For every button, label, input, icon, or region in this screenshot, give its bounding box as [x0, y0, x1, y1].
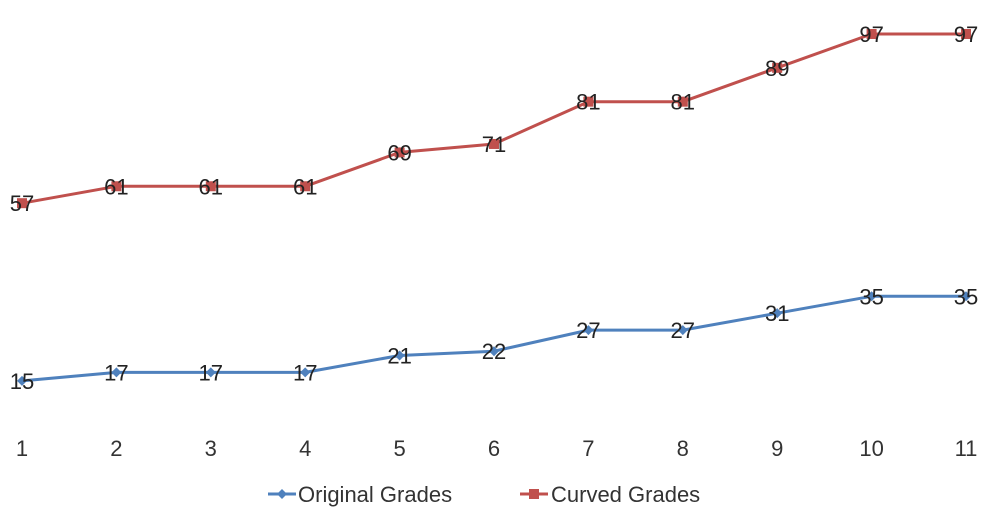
legend-item-curved-grades[interactable]: Curved Grades: [520, 482, 700, 507]
data-label-original-grades-1: 15: [10, 369, 34, 394]
data-point-curved-grades-4[interactable]: [300, 181, 311, 192]
series-layer: [17, 28, 971, 386]
x-tick-label-9: 9: [771, 436, 783, 461]
data-point-original-grades-11[interactable]: [961, 291, 971, 302]
data-label-curved-grades-6: 71: [482, 132, 506, 157]
data-label-curved-grades-1: 57: [10, 191, 34, 216]
data-point-original-grades-2[interactable]: [111, 367, 122, 378]
data-label-original-grades-7: 27: [576, 318, 600, 343]
data-point-original-grades-3[interactable]: [205, 367, 216, 378]
data-label-curved-grades-9: 89: [765, 56, 789, 81]
series-curved-grades: [17, 28, 971, 209]
data-label-curved-grades-10: 97: [859, 22, 883, 47]
data-point-curved-grades-8[interactable]: [677, 96, 688, 107]
x-tick-label-10: 10: [859, 436, 883, 461]
data-label-original-grades-9: 31: [765, 301, 789, 326]
x-tick-label-5: 5: [393, 436, 405, 461]
data-point-curved-grades-9[interactable]: [772, 62, 783, 73]
x-tick-label-1: 1: [16, 436, 28, 461]
data-point-curved-grades-11[interactable]: [961, 28, 971, 39]
data-label-original-grades-3: 17: [199, 360, 223, 385]
data-label-original-grades-4: 17: [293, 360, 317, 385]
legend-label-curved-grades: Curved Grades: [551, 482, 700, 507]
data-point-original-grades-9[interactable]: [772, 308, 783, 319]
data-label-curved-grades-3: 61: [199, 174, 223, 199]
x-tick-label-4: 4: [299, 436, 311, 461]
data-label-original-grades-11: 35: [954, 284, 978, 309]
data-point-original-grades-5[interactable]: [394, 350, 405, 361]
data-point-curved-grades-10[interactable]: [866, 28, 877, 39]
x-tick-label-11: 11: [955, 436, 978, 461]
data-point-curved-grades-5[interactable]: [394, 147, 405, 158]
data-label-curved-grades-2: 61: [104, 174, 128, 199]
series-original-grades: [17, 291, 971, 386]
x-tick-label-3: 3: [205, 436, 217, 461]
data-point-original-grades-4[interactable]: [300, 367, 311, 378]
legend-marker-diamond-icon: [277, 489, 287, 499]
data-point-original-grades-6[interactable]: [489, 346, 499, 357]
x-tick-label-2: 2: [110, 436, 122, 461]
data-label-curved-grades-4: 61: [293, 174, 317, 199]
x-tick-label-8: 8: [677, 436, 689, 461]
series-line-curved-grades: [21, 32, 966, 205]
data-label-curved-grades-11: 97: [954, 22, 978, 47]
data-label-curved-grades-7: 81: [576, 90, 600, 115]
x-tick-label-7: 7: [582, 436, 594, 461]
data-point-original-grades-8[interactable]: [677, 325, 688, 336]
data-label-original-grades-6: 22: [482, 339, 506, 364]
data-label-original-grades-8: 27: [671, 318, 695, 343]
data-point-curved-grades-2[interactable]: [111, 181, 122, 192]
legend-item-original-grades[interactable]: Original Grades: [268, 482, 452, 507]
data-label-curved-grades-8: 81: [671, 90, 695, 115]
data-label-original-grades-10: 35: [859, 284, 883, 309]
data-labels-layer: 15 17 17 17 21 22 27 27 31 35 35 57 61 61 61 69 71 81 81 89…: [10, 22, 978, 394]
legend: Original Grades Curved Grades: [268, 482, 700, 507]
data-point-original-grades-1[interactable]: [17, 375, 27, 386]
data-point-curved-grades-3[interactable]: [205, 181, 216, 192]
data-label-original-grades-5: 21: [387, 343, 411, 368]
data-point-curved-grades-1[interactable]: [17, 198, 27, 209]
data-label-curved-grades-5: 69: [387, 140, 411, 165]
legend-label-original-grades: Original Grades: [298, 482, 452, 507]
x-axis-tick-labels: 1 2 3 4 5 6 7 8 9 10 11: [16, 436, 978, 461]
data-point-original-grades-10[interactable]: [866, 291, 877, 302]
legend-marker-square-icon: [529, 489, 539, 499]
data-point-curved-grades-6[interactable]: [489, 138, 499, 149]
data-point-original-grades-7[interactable]: [583, 325, 594, 336]
data-label-original-grades-2: 17: [104, 360, 128, 385]
x-tick-label-6: 6: [488, 436, 500, 461]
data-point-curved-grades-7[interactable]: [583, 96, 594, 107]
